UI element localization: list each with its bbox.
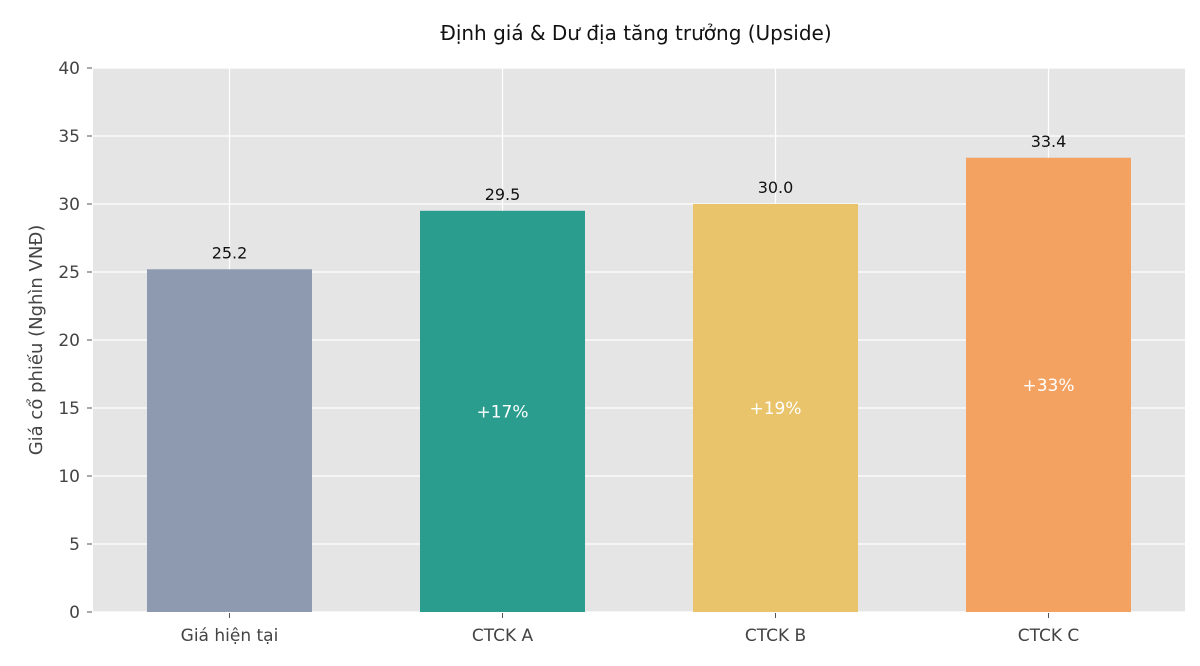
y-tick-label: 20 <box>58 331 80 351</box>
bar-value-label: 33.4 <box>1031 132 1067 151</box>
bar-value-label: 30.0 <box>758 178 794 197</box>
upside-label: +19% <box>749 399 801 419</box>
bar <box>147 269 312 612</box>
upside-label: +33% <box>1022 376 1074 396</box>
y-tick-label: 25 <box>58 263 80 283</box>
bar <box>966 157 1131 612</box>
y-axis: 0 5 10 15 20 25 30 35 40 <box>58 59 92 623</box>
x-tick-label: CTCK B <box>745 626 806 646</box>
bars: 25.2 29.5 +17% 30.0 +19% 33.4 +33% <box>147 132 1131 613</box>
x-tick-label: Giá hiện tại <box>181 626 279 646</box>
y-tick-label: 30 <box>58 195 80 215</box>
y-tick-label: 5 <box>69 535 80 555</box>
bar-value-label: 29.5 <box>485 185 521 204</box>
bar <box>693 204 858 612</box>
bar-value-label: 25.2 <box>212 243 248 262</box>
x-tick-label: CTCK A <box>472 626 534 646</box>
y-tick-label: 40 <box>58 59 80 79</box>
chart-title: Định giá & Dư địa tăng trưởng (Upside) <box>440 21 831 45</box>
x-axis: Giá hiện tại CTCK A CTCK B CTCK C <box>181 613 1080 646</box>
y-tick-label: 0 <box>69 603 80 623</box>
y-tick-label: 10 <box>58 467 80 487</box>
y-axis-label: Giá cổ phiếu (Nghìn VNĐ) <box>26 225 47 456</box>
x-tick-label: CTCK C <box>1018 626 1080 646</box>
y-tick-label: 35 <box>58 127 80 147</box>
y-tick-label: 15 <box>58 399 80 419</box>
upside-label: +17% <box>476 402 528 422</box>
bar <box>420 210 585 613</box>
